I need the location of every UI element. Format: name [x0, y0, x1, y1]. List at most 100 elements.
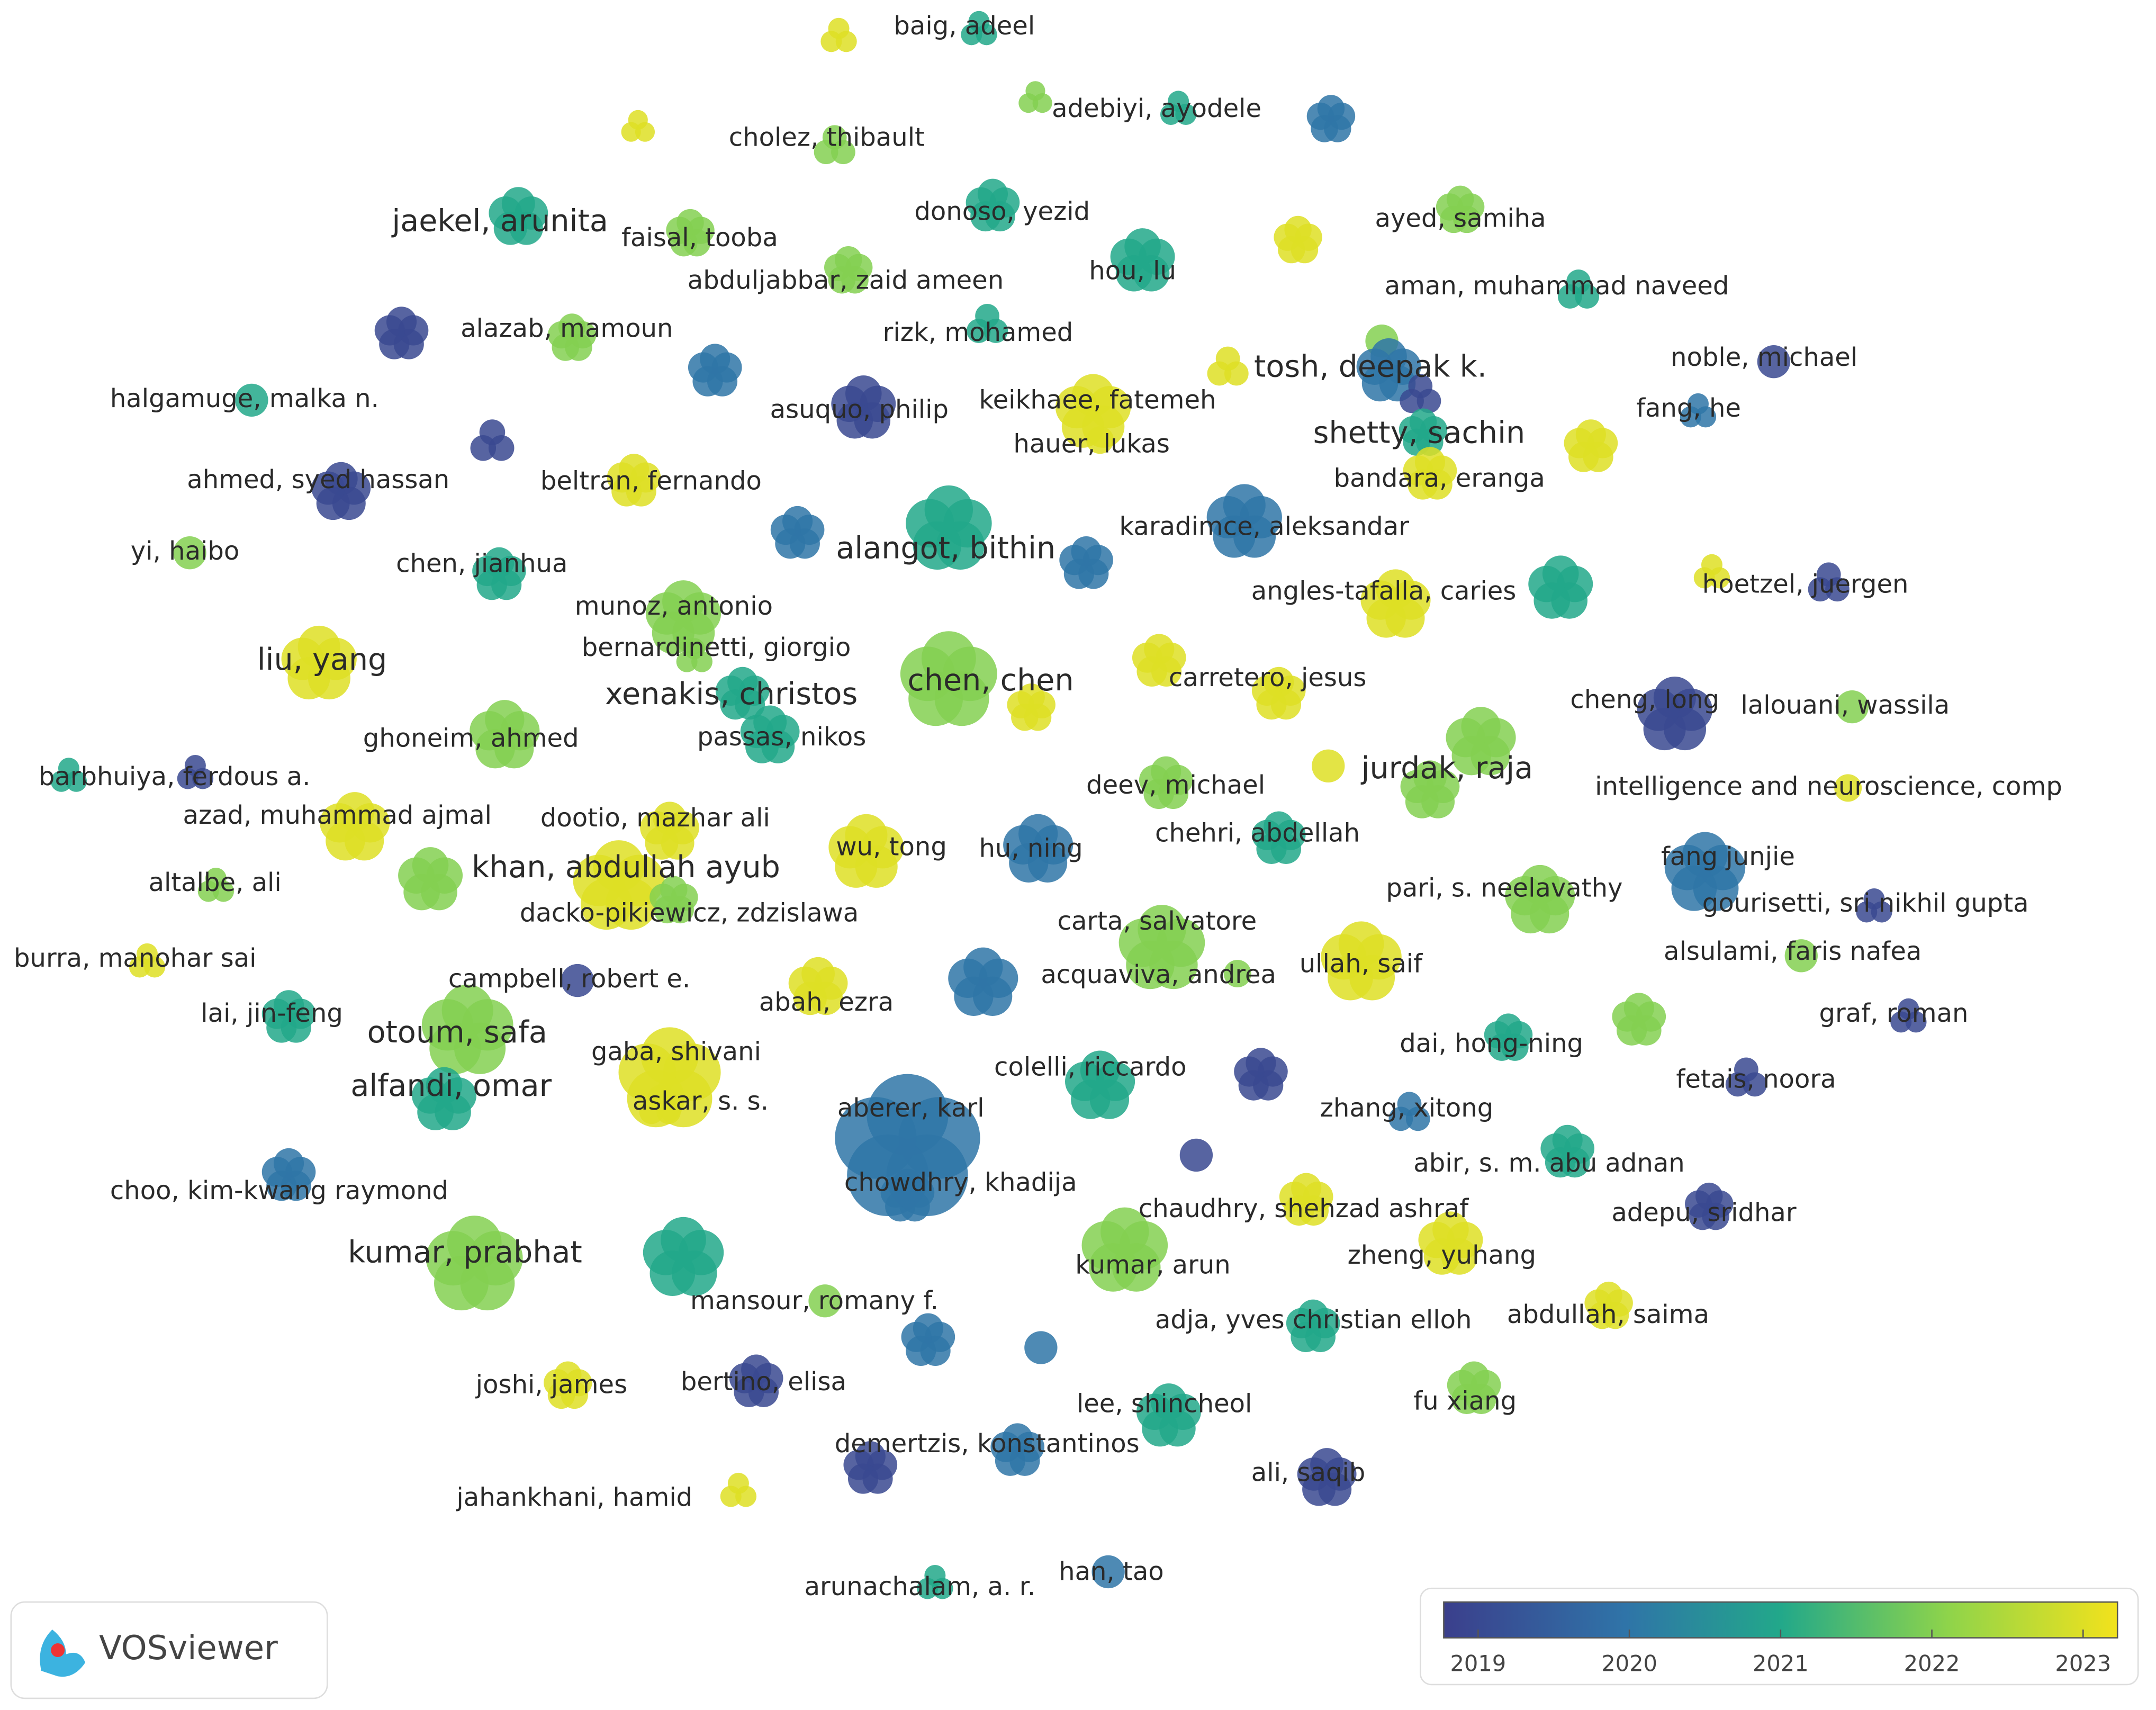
node-bubble	[645, 592, 688, 635]
node-bubble	[320, 803, 359, 843]
node-label: cheng, long	[1570, 685, 1719, 715]
node-bubble	[1637, 688, 1680, 731]
node-bubble	[729, 1363, 760, 1393]
node-label: keikhaee, fatemeh	[979, 385, 1216, 415]
node-bubble	[561, 964, 594, 997]
node-label: altalbe, ali	[149, 868, 282, 897]
node-bubble	[1505, 876, 1545, 916]
node-bubble	[1757, 345, 1791, 379]
node-bubble	[1808, 577, 1833, 602]
node-label: pari, s. neelavathy	[1386, 874, 1622, 903]
node-bubble	[235, 383, 268, 417]
node	[961, 11, 997, 46]
node	[1139, 756, 1193, 809]
node	[1890, 998, 1927, 1033]
node-bubble	[1835, 690, 1869, 724]
node-label: bernardinetti, giorgio	[582, 633, 851, 662]
node-bubble	[1575, 284, 1600, 309]
node	[1179, 1138, 1213, 1172]
node-bubble	[1321, 934, 1367, 980]
node-label: choo, kim-kwang raymond	[110, 1176, 448, 1205]
node-label: alsulami, faris nafea	[1664, 937, 1922, 966]
node	[398, 847, 463, 911]
node-bubble	[1251, 675, 1283, 706]
node	[1528, 555, 1593, 619]
node-bubble	[374, 315, 405, 346]
node-bubble	[1081, 1221, 1130, 1270]
node	[843, 1441, 898, 1494]
node-label: chehri, abdellah	[1155, 818, 1360, 848]
node	[235, 383, 268, 417]
node	[990, 1423, 1045, 1476]
node	[470, 700, 540, 769]
legend-ticks: 2019 2020 2021 2022 2023	[1450, 1630, 2111, 1677]
node-bubble	[932, 1578, 953, 1599]
node-bubble	[1584, 1289, 1612, 1317]
node-bubble	[544, 1369, 571, 1397]
node-bubble	[1234, 1056, 1265, 1087]
node-bubble	[1436, 193, 1464, 221]
node-bubble	[1306, 102, 1334, 130]
node-bubble	[1400, 770, 1434, 804]
node-bubble	[1224, 361, 1249, 386]
node-bubble	[1136, 1393, 1173, 1430]
node-label: ullah, saif	[1300, 949, 1423, 978]
logo-text: VOSviewer	[99, 1628, 278, 1667]
node-label: karadimce, aleksandar	[1119, 511, 1409, 541]
node	[621, 110, 655, 142]
node	[1757, 345, 1791, 379]
node-label: alangot, bithin	[836, 531, 1056, 566]
node-label: jahankhani, hamid	[456, 1482, 692, 1512]
node-label: acquaviva, andrea	[1041, 960, 1276, 989]
node	[901, 1313, 955, 1366]
node	[472, 547, 526, 600]
node	[1110, 228, 1175, 292]
node	[666, 209, 715, 257]
node-label: ali, saqib	[1251, 1458, 1366, 1488]
node-bubble	[1403, 455, 1433, 486]
node-bubble	[470, 711, 509, 751]
node	[1564, 419, 1618, 472]
node-label: barbhuiya, ferdous a.	[39, 762, 311, 791]
node-bubble	[880, 1177, 911, 1208]
node-label: fu xiang	[1413, 1386, 1517, 1416]
node-label: beltran, fernando	[540, 466, 762, 496]
node-bubble	[192, 768, 214, 789]
node	[917, 1564, 953, 1599]
node-label: shetty, sachin	[1313, 415, 1526, 450]
node-label: carta, salvatore	[1058, 906, 1257, 936]
node-bubble	[740, 715, 774, 749]
node	[1059, 536, 1113, 589]
node	[1418, 1211, 1483, 1275]
node-bubble	[1207, 361, 1232, 386]
node	[1484, 1013, 1533, 1061]
node-bubble	[1399, 416, 1427, 444]
node-bubble	[607, 462, 637, 493]
node	[967, 304, 1008, 343]
node-bubble	[1007, 691, 1034, 718]
node-bubble	[1709, 567, 1730, 589]
node-bubble	[1206, 496, 1249, 538]
node-bubble	[1447, 1370, 1477, 1400]
node-bubble	[1223, 960, 1251, 988]
node-bubble	[835, 1097, 917, 1179]
legend-tick-label: 2022	[1904, 1651, 1960, 1677]
node-bubble	[1274, 223, 1301, 251]
node	[1251, 811, 1306, 864]
node	[547, 313, 597, 361]
node-bubble	[66, 770, 87, 792]
node-label: khan, abdullah ayub	[472, 850, 780, 885]
node-label: chowdhry, khadija	[844, 1167, 1077, 1197]
node-bubble	[1059, 545, 1090, 575]
node	[966, 178, 1020, 232]
node-bubble	[824, 254, 852, 281]
node-bubble	[412, 1077, 448, 1114]
node-bubble	[421, 999, 473, 1051]
node-bubble	[906, 499, 954, 548]
node	[688, 344, 742, 397]
node-label: abduljabbar, zaid ameen	[688, 265, 1004, 295]
node-label: abir, s. m. abu adnan	[1413, 1148, 1684, 1178]
node-label: aman, muhammad naveed	[1385, 271, 1729, 301]
node	[1584, 1281, 1633, 1329]
node-bubble	[1400, 389, 1424, 413]
